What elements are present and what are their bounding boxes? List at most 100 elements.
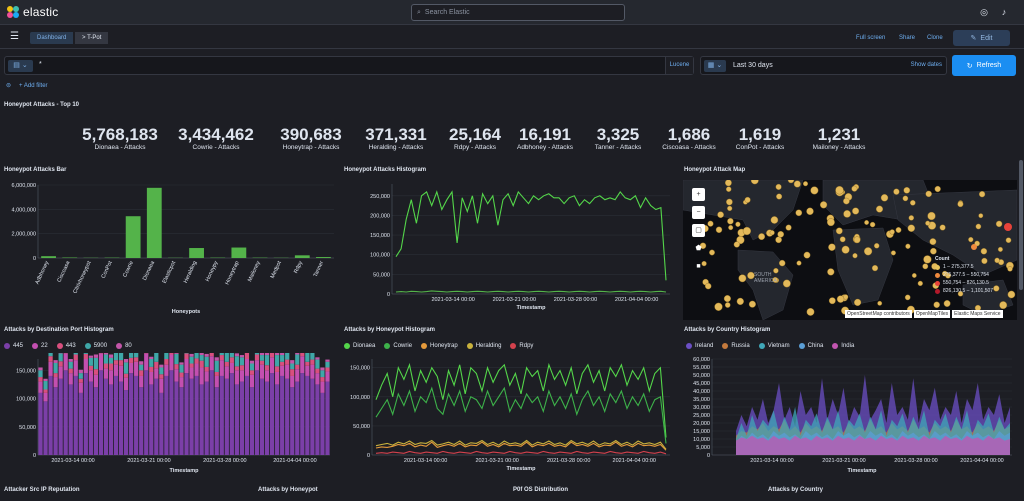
- attack-dot[interactable]: [851, 185, 858, 192]
- attack-dot[interactable]: [994, 257, 1000, 264]
- stacked-bar-segment[interactable]: [224, 366, 229, 379]
- stacked-bar-segment[interactable]: [325, 359, 330, 362]
- stacked-bar-segment[interactable]: [325, 361, 330, 368]
- attack-dot[interactable]: [957, 201, 964, 208]
- attack-dot[interactable]: [893, 188, 900, 195]
- stacked-bar-segment[interactable]: [83, 353, 88, 359]
- attack-dot[interactable]: [793, 180, 801, 188]
- attack-dot[interactable]: [802, 181, 808, 187]
- stacked-bar-segment[interactable]: [204, 366, 209, 372]
- stacked-bar-segment[interactable]: [320, 381, 325, 393]
- stacked-bar-segment[interactable]: [254, 353, 260, 355]
- stacked-bar-segment[interactable]: [174, 353, 179, 354]
- stacked-bar-segment[interactable]: [108, 384, 114, 455]
- attack-dot[interactable]: [854, 298, 862, 307]
- stacked-bar-segment[interactable]: [169, 370, 174, 455]
- legend-item[interactable]: Russia: [722, 343, 750, 349]
- stacked-bar-segment[interactable]: [300, 356, 305, 374]
- stacked-bar-segment[interactable]: [43, 392, 48, 402]
- stacked-bar-segment[interactable]: [53, 373, 58, 378]
- attack-dot[interactable]: [890, 250, 896, 256]
- attack-dot[interactable]: [796, 260, 802, 266]
- stacked-bar-segment[interactable]: [264, 381, 270, 455]
- stacked-bar-segment[interactable]: [305, 361, 310, 366]
- stacked-bar-segment[interactable]: [199, 367, 204, 385]
- attack-map[interactable]: + − ▢ ⬟ ■ SOUTH AMERICA Count 1 – 275,37…: [683, 180, 1017, 320]
- stacked-bar-segment[interactable]: [48, 361, 53, 376]
- stacked-bar-segment[interactable]: [159, 374, 164, 379]
- search-input[interactable]: Search Elastic: [424, 9, 470, 16]
- stacked-bar-segment[interactable]: [310, 353, 315, 360]
- stacked-bar-segment[interactable]: [244, 353, 250, 359]
- stacked-bar-segment[interactable]: [280, 365, 285, 376]
- stacked-bar-segment[interactable]: [88, 365, 93, 371]
- stacked-bar-segment[interactable]: [214, 357, 219, 361]
- attack-dot[interactable]: [701, 260, 707, 267]
- stacked-bar-segment[interactable]: [108, 354, 114, 358]
- attack-dot[interactable]: [747, 271, 755, 280]
- stacked-bar-segment[interactable]: [254, 370, 260, 455]
- attribution-osm[interactable]: OpenStreetMap contributors: [845, 310, 912, 318]
- stacked-bar-segment[interactable]: [249, 387, 255, 455]
- series-line[interactable]: [375, 439, 667, 450]
- attack-dot[interactable]: [770, 216, 779, 224]
- legend-item[interactable]: 80: [116, 343, 132, 349]
- stacked-bar-segment[interactable]: [118, 365, 124, 382]
- attack-dot[interactable]: [843, 210, 851, 218]
- attack-dot-high[interactable]: [1004, 223, 1012, 231]
- stacked-bar-segment[interactable]: [38, 377, 43, 382]
- stacked-bar-segment[interactable]: [134, 375, 139, 455]
- attack-dot[interactable]: [993, 285, 1000, 292]
- stacked-bar-segment[interactable]: [189, 378, 194, 455]
- stacked-bar-segment[interactable]: [129, 357, 134, 363]
- stacked-bar-segment[interactable]: [214, 375, 219, 388]
- attribution-ems[interactable]: Elastic Maps Service: [952, 310, 1003, 318]
- stacked-bar-segment[interactable]: [229, 353, 234, 358]
- attack-dot[interactable]: [895, 227, 902, 233]
- show-dates-link[interactable]: Show dates: [910, 62, 942, 68]
- stacked-bar-segment[interactable]: [209, 356, 214, 371]
- stacked-bar-segment[interactable]: [239, 381, 245, 455]
- stacked-bar-segment[interactable]: [139, 375, 144, 388]
- attack-dot[interactable]: [726, 186, 732, 192]
- stacked-bar-segment[interactable]: [315, 368, 320, 374]
- stacked-bar-segment[interactable]: [264, 355, 270, 366]
- saved-query-menu-icon[interactable]: ▤ ⌄: [8, 60, 33, 72]
- time-range[interactable]: Last 30 days: [733, 62, 773, 69]
- attack-dot[interactable]: [806, 307, 815, 316]
- stacked-bar-segment[interactable]: [259, 355, 265, 361]
- attack-dot[interactable]: [925, 190, 932, 198]
- attack-dot[interactable]: [957, 291, 964, 297]
- stacked-bar-segment[interactable]: [189, 363, 194, 368]
- legend-item[interactable]: 445: [4, 343, 23, 349]
- attack-dot[interactable]: [871, 264, 879, 272]
- bar[interactable]: [231, 247, 247, 258]
- stacked-bar-segment[interactable]: [224, 378, 229, 455]
- stacked-bar-segment[interactable]: [139, 361, 144, 365]
- attack-dot[interactable]: [775, 183, 782, 190]
- attack-dot[interactable]: [778, 259, 786, 267]
- attack-dot[interactable]: [908, 215, 915, 221]
- stacked-bar-segment[interactable]: [259, 360, 265, 365]
- series-line[interactable]: [375, 362, 667, 438]
- stacked-bar-segment[interactable]: [149, 384, 154, 455]
- stacked-bar-segment[interactable]: [174, 353, 179, 365]
- stacked-bar-segment[interactable]: [73, 360, 78, 376]
- scrollbar-thumb[interactable]: [1019, 160, 1023, 290]
- stacked-bar-segment[interactable]: [300, 353, 305, 357]
- edit-button[interactable]: ✎ Edit: [953, 30, 1010, 46]
- stacked-bar-segment[interactable]: [43, 389, 48, 393]
- hamburger-menu-icon[interactable]: ☰: [10, 31, 19, 42]
- attack-dot[interactable]: [715, 226, 723, 233]
- attack-dot[interactable]: [795, 209, 803, 217]
- stacked-bar-segment[interactable]: [83, 373, 88, 455]
- stacked-bar-segment[interactable]: [118, 353, 124, 361]
- stacked-bar-segment[interactable]: [259, 378, 265, 455]
- stacked-bar-segment[interactable]: [103, 368, 109, 379]
- legend-item[interactable]: Ireland: [686, 343, 713, 349]
- attack-dot[interactable]: [904, 294, 911, 301]
- bar[interactable]: [294, 255, 310, 258]
- stacked-bar-segment[interactable]: [68, 361, 73, 369]
- attack-dot[interactable]: [930, 247, 937, 255]
- stacked-bar-segment[interactable]: [149, 356, 154, 359]
